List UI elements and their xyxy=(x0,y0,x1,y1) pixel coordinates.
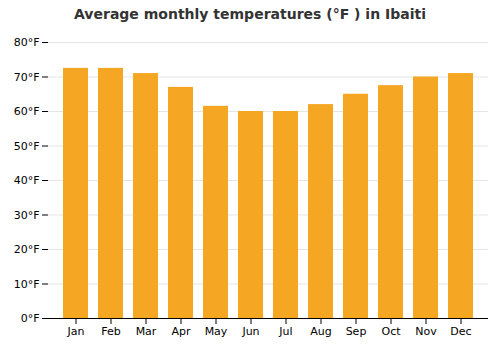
svg-text:Mar: Mar xyxy=(136,325,157,338)
svg-text:May: May xyxy=(205,325,228,338)
svg-text:0°F: 0°F xyxy=(21,312,40,325)
svg-text:70°F: 70°F xyxy=(14,71,40,84)
svg-text:Oct: Oct xyxy=(381,325,401,338)
html-text:Average monthly temperatures (: Average monthly temperatures (°F ) in Ib… xyxy=(74,6,426,22)
svg-text:80°F: 80°F xyxy=(14,36,40,49)
svg-text:Jun: Jun xyxy=(241,325,259,338)
svg-text:Aug: Aug xyxy=(310,325,331,338)
svg-text:10°F: 10°F xyxy=(14,278,40,291)
svg-text:40°F: 40°F xyxy=(14,174,40,187)
svg-text:Sep: Sep xyxy=(346,325,367,338)
svg-text:20°F: 20°F xyxy=(14,243,40,256)
svg-text:Feb: Feb xyxy=(101,325,120,338)
svg-text:Dec: Dec xyxy=(450,325,471,338)
svg-text:30°F: 30°F xyxy=(14,209,40,222)
svg-text:Apr: Apr xyxy=(171,325,191,338)
svg-text:50°F: 50°F xyxy=(14,140,40,153)
svg-text:60°F: 60°F xyxy=(14,105,40,118)
svg-text:Nov: Nov xyxy=(415,325,437,338)
svg-text:Jan: Jan xyxy=(67,325,85,338)
svg-text:Jul: Jul xyxy=(278,325,292,338)
